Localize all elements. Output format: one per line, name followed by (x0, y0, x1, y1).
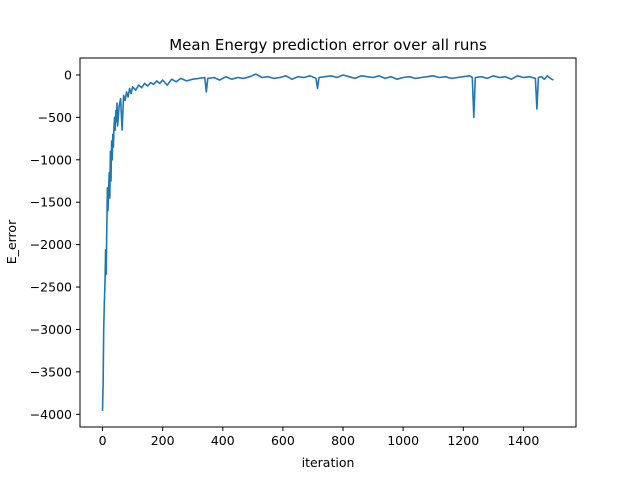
y-tick-label: −2500 (30, 280, 72, 295)
x-tick-label: 1200 (447, 433, 479, 448)
x-tick-label: 800 (331, 433, 355, 448)
y-tick-label: 0 (64, 67, 72, 82)
y-axis-ticks: 0 −500 −1000 −1500 −2000 −2500 −3000 −3500 −4000 (30, 67, 80, 422)
y-tick-label: −1000 (30, 152, 72, 167)
x-tick-label: 0 (99, 433, 107, 448)
x-axis-label: iteration (302, 455, 355, 470)
y-tick-label: −3500 (30, 364, 72, 379)
x-tick-label: 200 (151, 433, 175, 448)
y-tick-label: −3000 (30, 322, 72, 337)
y-tick-label: −4000 (30, 407, 72, 422)
x-tick-label: 1400 (507, 433, 539, 448)
y-tick-label: −500 (38, 110, 72, 125)
x-tick-label: 600 (271, 433, 295, 448)
x-tick-label: 1000 (387, 433, 419, 448)
x-axis-ticks: 0 200 400 600 800 1000 1200 1400 (99, 427, 539, 448)
series-line (101, 73, 554, 411)
x-tick-label: 400 (211, 433, 235, 448)
plot-area (79, 57, 577, 428)
y-tick-label: −2000 (30, 237, 72, 252)
y-tick-label: −1500 (30, 195, 72, 210)
chart-title: Mean Energy prediction error over all ru… (169, 36, 487, 54)
series-layer (101, 73, 554, 411)
plot-frame (79, 57, 577, 428)
y-axis-label: E_error (4, 219, 19, 264)
